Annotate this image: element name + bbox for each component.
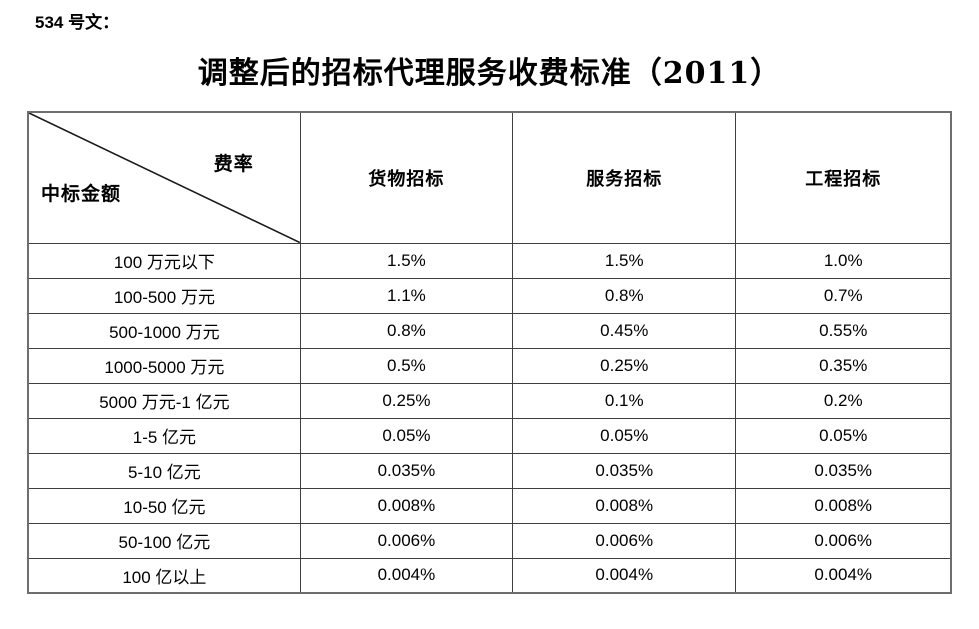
rate-cell: 1.1% bbox=[299, 277, 514, 314]
rate-cell: 0.8% bbox=[512, 277, 737, 314]
rate-cell: 0.05% bbox=[512, 417, 737, 454]
table-row: 50-100 亿元 0.006% 0.006% 0.006% bbox=[27, 522, 952, 559]
rate-cell: 1.0% bbox=[735, 242, 952, 279]
rate-cell: 0.035% bbox=[299, 452, 514, 489]
rate-cell: 0.55% bbox=[735, 312, 952, 349]
rate-cell: 0.004% bbox=[299, 557, 514, 594]
rate-cell: 0.05% bbox=[299, 417, 514, 454]
table-row: 10-50 亿元 0.008% 0.008% 0.008% bbox=[27, 487, 952, 524]
fee-table: 费率 中标金额 货物招标 服务招标 工程招标 100 万元以下 1.5% 1.5… bbox=[27, 111, 952, 594]
row-label: 1-5 亿元 bbox=[27, 417, 301, 454]
rate-cell: 0.008% bbox=[512, 487, 737, 524]
rate-cell: 0.35% bbox=[735, 347, 952, 384]
rate-cell: 0.035% bbox=[512, 452, 737, 489]
corner-label-amount: 中标金额 bbox=[41, 183, 122, 205]
rate-cell: 0.5% bbox=[299, 347, 514, 384]
diagonal-divider-line bbox=[29, 113, 300, 243]
row-label: 5000 万元-1 亿元 bbox=[27, 382, 301, 419]
table-row: 100 亿以上 0.004% 0.004% 0.004% bbox=[27, 557, 952, 594]
row-label: 50-100 亿元 bbox=[27, 522, 301, 559]
table-row: 5-10 亿元 0.035% 0.035% 0.035% bbox=[27, 452, 952, 489]
rate-cell: 0.035% bbox=[735, 452, 952, 489]
row-label: 500-1000 万元 bbox=[27, 312, 301, 349]
table-row: 100-500 万元 1.1% 0.8% 0.7% bbox=[27, 277, 952, 314]
rate-cell: 1.5% bbox=[512, 242, 737, 279]
rate-cell: 0.006% bbox=[512, 522, 737, 559]
rate-cell: 0.25% bbox=[299, 382, 514, 419]
table-row: 1-5 亿元 0.05% 0.05% 0.05% bbox=[27, 417, 952, 454]
row-label: 100-500 万元 bbox=[27, 277, 301, 314]
rate-cell: 0.006% bbox=[735, 522, 952, 559]
table-row: 100 万元以下 1.5% 1.5% 1.0% bbox=[27, 242, 952, 279]
rate-cell: 0.8% bbox=[299, 312, 514, 349]
page-title: 调整后的招标代理服务收费标准（2011） bbox=[197, 56, 782, 91]
corner-cell: 费率 中标金额 bbox=[27, 111, 301, 244]
rate-cell: 0.004% bbox=[735, 557, 952, 594]
column-header-goods: 货物招标 bbox=[299, 111, 514, 244]
rate-cell: 0.004% bbox=[512, 557, 737, 594]
rate-cell: 0.008% bbox=[299, 487, 514, 524]
rate-cell: 0.05% bbox=[735, 417, 952, 454]
column-header-services: 服务招标 bbox=[512, 111, 737, 244]
row-label: 100 万元以下 bbox=[27, 242, 301, 279]
corner-label-rate: 费率 bbox=[213, 153, 254, 175]
row-label: 10-50 亿元 bbox=[27, 487, 301, 524]
rate-cell: 0.1% bbox=[512, 382, 737, 419]
row-label: 1000-5000 万元 bbox=[27, 347, 301, 384]
row-label: 100 亿以上 bbox=[27, 557, 301, 594]
rate-cell: 1.5% bbox=[299, 242, 514, 279]
column-header-engineering: 工程招标 bbox=[735, 111, 952, 244]
rate-cell: 0.25% bbox=[512, 347, 737, 384]
row-label: 5-10 亿元 bbox=[27, 452, 301, 489]
rate-cell: 0.45% bbox=[512, 312, 737, 349]
rate-cell: 0.008% bbox=[735, 487, 952, 524]
table-row: 1000-5000 万元 0.5% 0.25% 0.35% bbox=[27, 347, 952, 384]
rate-cell: 0.006% bbox=[299, 522, 514, 559]
table-row: 500-1000 万元 0.8% 0.45% 0.55% bbox=[27, 312, 952, 349]
table-row: 5000 万元-1 亿元 0.25% 0.1% 0.2% bbox=[27, 382, 952, 419]
rate-cell: 0.7% bbox=[735, 277, 952, 314]
header-row: 费率 中标金额 货物招标 服务招标 工程招标 bbox=[27, 111, 952, 244]
rate-cell: 0.2% bbox=[735, 382, 952, 419]
doc-ref: 534 号文： bbox=[35, 13, 120, 32]
